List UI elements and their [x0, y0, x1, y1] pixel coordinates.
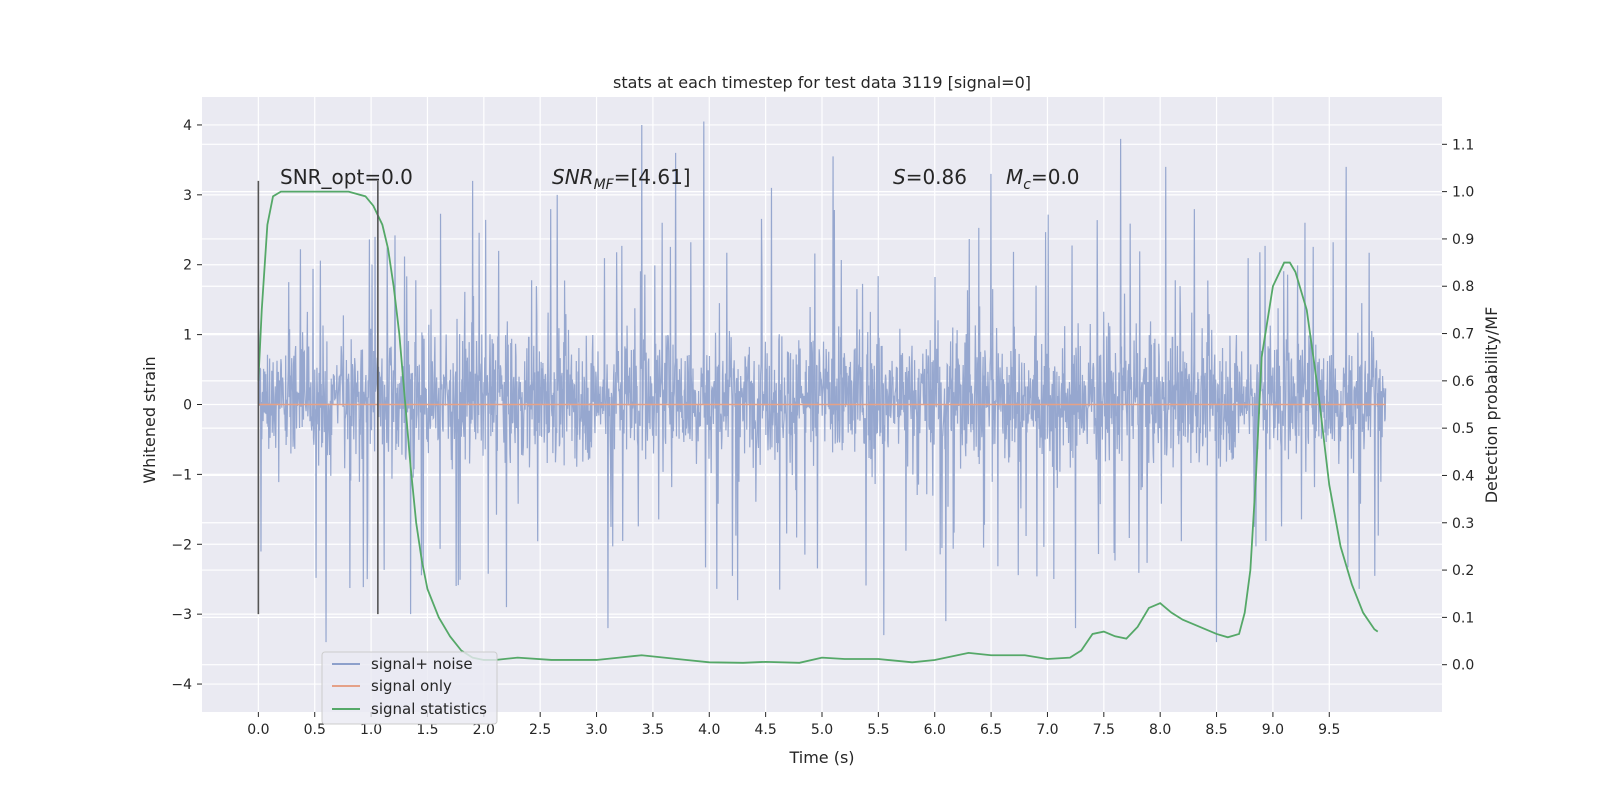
- annotation-mc: Mc=0.0: [1006, 165, 1080, 193]
- annotation-snr-opt: SNR_opt=0.0: [280, 165, 413, 189]
- right-y-tick-label: 1.0: [1452, 185, 1474, 201]
- x-tick-label: 1.0: [360, 722, 382, 738]
- x-axis-label: Time (s): [788, 748, 854, 767]
- math-value: =[4.61]: [614, 165, 691, 189]
- x-tick-label: 3.5: [642, 722, 664, 738]
- math-value: =0.0: [1031, 165, 1080, 189]
- right-y-tick-label: 1.1: [1452, 137, 1474, 153]
- x-tick-label: 8.5: [1205, 722, 1227, 738]
- marker-lines: [257, 180, 379, 615]
- left-y-tick-label: −4: [171, 677, 192, 693]
- annotations: SNR_opt=0.0 SNRMF=[4.61] S=0.86 Mc=0.0: [280, 165, 1080, 193]
- x-tick-label: 5.5: [867, 722, 889, 738]
- right-y-tick-label: 0.2: [1452, 563, 1474, 579]
- right-y-tick-label: 0.9: [1452, 232, 1474, 248]
- math-value: =0.86: [906, 165, 967, 189]
- chart-title: stats at each timestep for test data 311…: [613, 73, 1031, 92]
- right-y-tick-label: 0.0: [1452, 658, 1474, 674]
- x-tick-label: 2.5: [529, 722, 551, 738]
- x-tick-label: 8.0: [1149, 722, 1171, 738]
- left-y-tick-label: 4: [183, 118, 192, 134]
- x-axis-ticks: 0.0 0.5 1.0 1.5 2.0 2.5 3.0 3.5 4.0 4.5 5.0 5.5 6.0 6…: [247, 712, 1340, 738]
- left-y-axis-ticks: 4 3 2 1 0 −1 −2 −3 −4: [171, 118, 202, 693]
- x-tick-label: 9.0: [1262, 722, 1284, 738]
- x-tick-label: 3.0: [585, 722, 607, 738]
- math-subscript: c: [1023, 177, 1031, 193]
- statistics-line: [257, 190, 1379, 664]
- series-signal-statistics: [257, 190, 1379, 664]
- x-tick-label: 0.5: [304, 722, 326, 738]
- x-tick-label: 6.5: [980, 722, 1002, 738]
- legend-frame: [321, 651, 498, 725]
- left-y-tick-label: −2: [171, 537, 192, 553]
- x-tick-label: 4.0: [698, 722, 720, 738]
- x-tick-label: 2.0: [473, 722, 495, 738]
- x-tick-label: 7.0: [1036, 722, 1058, 738]
- left-y-axis-label: Whitened strain: [140, 356, 159, 483]
- right-y-tick-label: 0.8: [1452, 279, 1474, 295]
- x-tick-label: 6.0: [924, 722, 946, 738]
- math-base: S: [893, 165, 906, 189]
- x-tick-label: 5.0: [811, 722, 833, 738]
- right-y-tick-label: 0.6: [1452, 374, 1474, 390]
- right-y-tick-label: 0.3: [1452, 516, 1474, 532]
- left-y-tick-label: 0: [183, 398, 192, 414]
- annotation-snr-mf: SNRMF=[4.61]: [552, 165, 691, 193]
- math-base: M: [1006, 165, 1023, 189]
- annotation-s: S=0.86: [893, 165, 967, 189]
- x-tick-label: 0.0: [247, 722, 269, 738]
- left-y-tick-label: −3: [171, 607, 192, 623]
- legend: signal+ noise signal only signal statist…: [321, 651, 498, 725]
- legend-label-signal-statistics: signal statistics: [371, 700, 487, 718]
- left-y-tick-label: 2: [183, 258, 192, 274]
- x-tick-label: 9.5: [1318, 722, 1340, 738]
- left-y-tick-label: 3: [183, 188, 192, 204]
- x-tick-label: 7.5: [1093, 722, 1115, 738]
- right-y-tick-label: 0.5: [1452, 421, 1474, 437]
- left-y-tick-label: 1: [183, 328, 192, 344]
- math-subscript: MF: [594, 177, 615, 193]
- right-y-tick-label: 0.7: [1452, 327, 1474, 343]
- legend-label-signal-only: signal only: [371, 677, 452, 695]
- legend-label-signal-plus-noise: signal+ noise: [371, 655, 473, 673]
- right-y-tick-label: 0.4: [1452, 468, 1474, 484]
- right-y-axis-ticks: 1.1 1.0 0.9 0.8 0.7 0.6 0.5 0.4 0.3 0.2 0.1 0.0: [1442, 137, 1474, 674]
- math-base: SNR: [552, 165, 594, 189]
- x-tick-label: 1.5: [416, 722, 438, 738]
- right-y-tick-label: 0.1: [1452, 610, 1474, 626]
- left-y-tick-label: −1: [171, 467, 192, 483]
- x-tick-label: 4.5: [755, 722, 777, 738]
- right-y-axis-label: Detection probability/MF: [1482, 307, 1501, 504]
